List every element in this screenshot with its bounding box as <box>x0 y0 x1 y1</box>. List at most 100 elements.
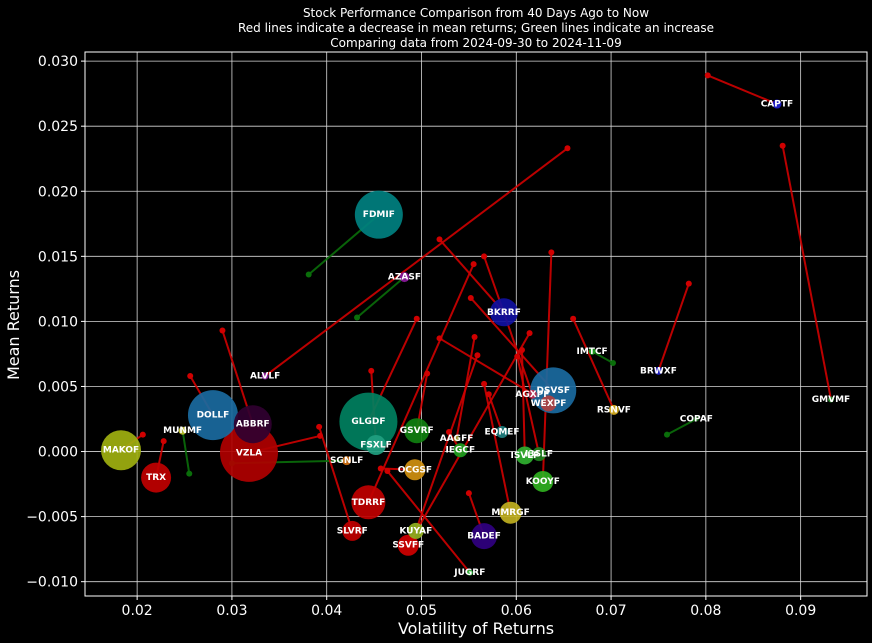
bubble-label: GSVRF <box>400 426 434 436</box>
bubble <box>404 418 430 444</box>
change-line <box>707 74 778 105</box>
x-tick-label: 0.03 <box>216 603 247 619</box>
old-position-dot <box>316 423 323 430</box>
old-position-dot <box>219 327 226 334</box>
old-position-dots <box>139 72 786 497</box>
bubble-label: DSVSF <box>536 386 570 396</box>
old-position-dot <box>548 249 555 256</box>
old-position-dot <box>424 370 431 377</box>
old-position-dot <box>663 431 670 438</box>
bubble-labels: CAPTF FDMIF AZASF BKRRF IMTCF ALVLF BRWXF GMVMF… <box>103 100 850 579</box>
old-position-dot <box>187 373 194 380</box>
x-axis-label: Volatility of Returns <box>398 619 554 638</box>
change-line <box>264 147 569 377</box>
y-tick-label: 0.020 <box>38 184 78 200</box>
bubble <box>608 404 619 415</box>
bubble-label: ALVLF <box>250 372 280 382</box>
bubble-label: DOLLF <box>197 411 230 421</box>
bubble-label: SSVFF <box>392 541 424 551</box>
bubble <box>654 366 663 375</box>
bubble-label: KUYAF <box>399 526 432 536</box>
bubble <box>399 272 410 283</box>
bubble <box>365 435 386 456</box>
bubble-label: I3SLF <box>525 450 553 460</box>
bubble-label: MAKOF <box>103 446 139 456</box>
y-axis-label: Mean Returns <box>4 270 23 380</box>
change-line <box>386 470 471 574</box>
bubble-label: CAPTF <box>761 100 793 110</box>
bubble-label: ISVLF <box>510 451 539 461</box>
plot-frame <box>84 51 868 597</box>
old-position-dot <box>471 334 478 341</box>
bubble <box>339 392 398 451</box>
bubble <box>466 569 473 576</box>
change-line <box>781 145 832 400</box>
y-tick-label: −0.005 <box>26 510 78 526</box>
bubble-label: JUGRF <box>453 568 485 578</box>
bubble-label: BRWXF <box>640 366 677 376</box>
bubble <box>233 405 272 444</box>
old-position-dot <box>186 470 193 477</box>
bubble <box>471 523 498 550</box>
y-tick-label: 0.010 <box>38 314 78 330</box>
old-position-dot <box>474 352 481 359</box>
bubble-label: SLVRF <box>337 526 368 536</box>
y-tick-label: 0.015 <box>38 249 78 265</box>
old-position-dot <box>685 280 692 287</box>
bubble-label: KOOYF <box>526 477 560 487</box>
bubble <box>588 347 596 355</box>
old-position-dot <box>354 314 361 321</box>
change-line <box>181 430 191 474</box>
change-line <box>438 238 505 313</box>
old-position-dot <box>570 315 577 322</box>
old-position-dot <box>481 253 488 260</box>
y-tick-label: 0.005 <box>38 379 78 395</box>
change-line <box>367 263 475 503</box>
old-position-dot <box>436 335 443 342</box>
bubble <box>532 447 547 462</box>
bubble <box>772 99 782 109</box>
bubble <box>141 462 172 493</box>
bubble <box>407 522 424 539</box>
bubble-label: FDMIF <box>363 210 395 220</box>
chart-title-line-1: Stock Performance Comparison from 40 Day… <box>303 6 649 20</box>
y-tick-label: −0.010 <box>26 575 78 591</box>
bubbles <box>101 99 834 576</box>
bubble <box>532 470 554 492</box>
bubble <box>515 446 534 465</box>
bubble <box>342 456 352 466</box>
old-position-dot <box>779 142 786 149</box>
x-tick-label: 0.02 <box>122 603 153 619</box>
bubble <box>496 426 509 439</box>
bubble-label: GLGDF <box>351 417 385 427</box>
tick-labels: 0.02 0.03 0.04 0.05 0.06 0.07 0.08 0.09 −0.010 −0… <box>26 54 816 619</box>
change-line <box>591 350 614 364</box>
old-position-dot <box>317 432 324 439</box>
x-tick-label: 0.07 <box>595 603 626 619</box>
old-position-dot <box>413 315 420 322</box>
change-line <box>520 350 526 456</box>
bubble <box>499 501 522 524</box>
old-position-dot <box>305 271 312 278</box>
bubble <box>178 426 187 435</box>
bubble <box>540 395 557 412</box>
bubble-label: SGNLF <box>330 456 363 466</box>
old-position-dot <box>514 353 521 360</box>
bubble <box>354 190 403 239</box>
change-line <box>666 418 697 436</box>
bubble-label: GMVMF <box>812 395 850 405</box>
change-line <box>356 276 406 319</box>
bubble <box>527 389 537 399</box>
bubble <box>342 520 363 541</box>
bubble-label: IMTCF <box>577 347 608 357</box>
bubble-label: AAGFF <box>440 434 474 444</box>
bubble-label: COPAF <box>680 415 713 425</box>
bubble-label: ABBRF <box>236 420 270 430</box>
bubble <box>261 372 269 380</box>
bubble-label: MMRGF <box>491 508 529 518</box>
change-line <box>657 283 690 372</box>
bubble-label: AGXPF <box>515 390 549 400</box>
bubble-label: TDRRF <box>352 498 386 508</box>
old-position-dot <box>445 429 452 436</box>
